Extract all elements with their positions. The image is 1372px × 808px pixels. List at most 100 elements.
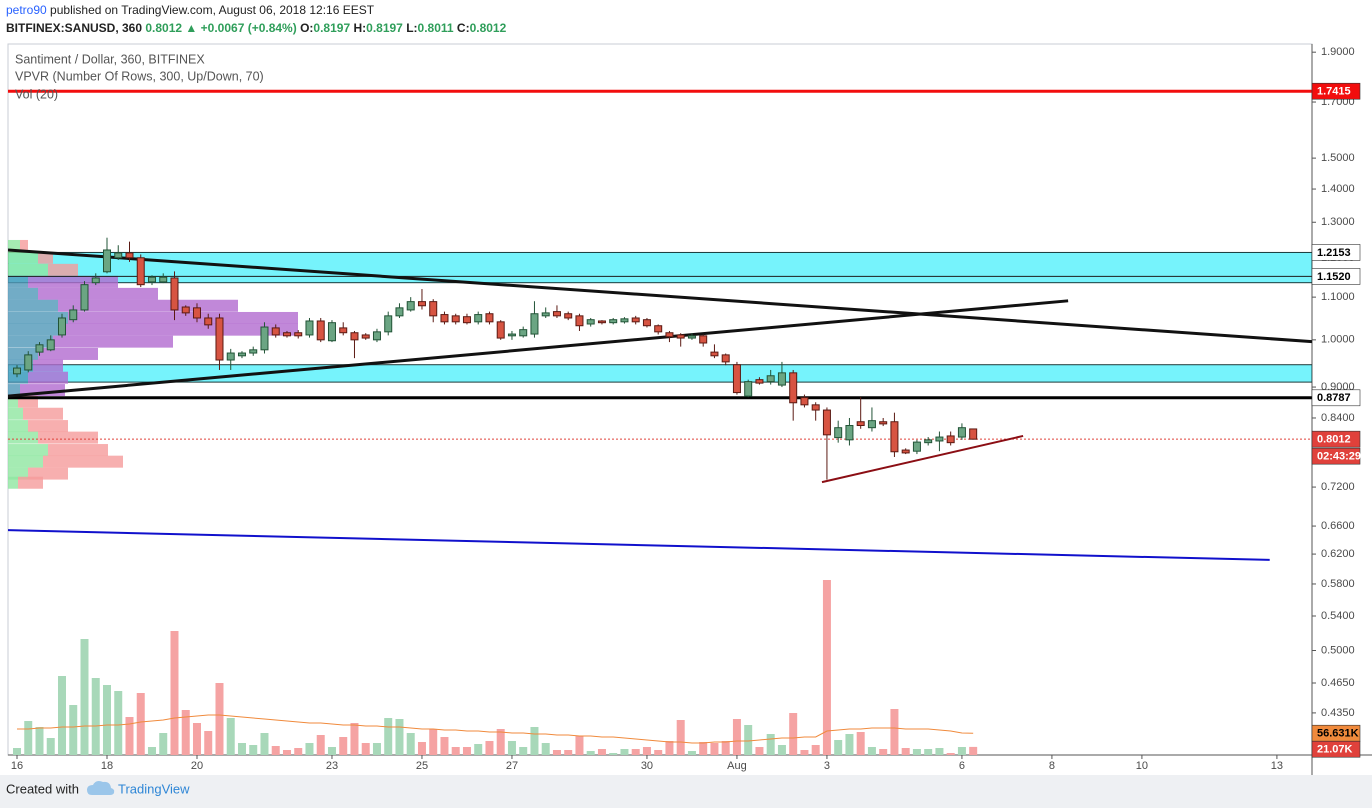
candle-body <box>159 276 168 283</box>
volume-bar <box>867 747 876 755</box>
y-tick-label: 0.4350 <box>1321 707 1355 719</box>
x-tick-label: 3 <box>824 760 830 772</box>
zone-tag-bg <box>1311 244 1361 261</box>
volume-bar <box>192 723 201 755</box>
candle-body <box>316 320 325 341</box>
symbol: BITFINEX:SANUSD, 360 <box>6 21 142 35</box>
candle-body <box>687 335 696 339</box>
candle-body <box>327 322 336 342</box>
candle-body <box>710 351 719 357</box>
candle-body <box>631 317 640 323</box>
volume-bar <box>957 747 966 755</box>
volume-bar <box>744 725 753 755</box>
volume-bar <box>732 719 741 755</box>
x-tick-label: 10 <box>1136 760 1148 772</box>
volume-bar <box>46 738 55 755</box>
level-tag: 1.7415 <box>1317 86 1351 98</box>
profile-up <box>8 420 28 433</box>
candle-body <box>609 319 618 324</box>
candle-body <box>114 252 123 259</box>
profile-down <box>68 311 298 324</box>
profile-up <box>8 371 28 384</box>
legend-symbol: Santiment / Dollar, 360, BITFINEX <box>15 52 205 66</box>
volume-bar <box>69 705 78 755</box>
level-tag: 1.1520 <box>1317 271 1351 283</box>
profile-down <box>38 347 98 360</box>
volume-bar <box>620 749 629 755</box>
candle-body <box>12 367 21 375</box>
y-tick-label: 0.5000 <box>1321 644 1355 656</box>
volume-bar <box>282 750 291 755</box>
candle-body <box>541 312 550 317</box>
x-tick-label: 23 <box>326 760 338 772</box>
candle-body <box>721 354 730 363</box>
candle-body <box>800 397 809 406</box>
candle-body <box>496 321 505 339</box>
profile-up <box>8 407 23 420</box>
profile-down <box>28 467 68 480</box>
candle-body <box>91 277 100 284</box>
candle-body <box>395 307 404 317</box>
x-tick-label: 18 <box>101 760 113 772</box>
volume-bar <box>361 743 370 755</box>
profile-up <box>8 335 53 348</box>
last-price: 0.8012 <box>145 21 182 35</box>
candle-body <box>237 352 246 357</box>
y-tick-label: 0.5800 <box>1321 578 1355 590</box>
candle-body <box>699 335 708 344</box>
candle-body <box>372 331 381 341</box>
volume-ma <box>16 714 974 744</box>
ohlc-key: H: <box>353 21 366 35</box>
candle-body <box>384 315 393 333</box>
y-tick-label: 1.5000 <box>1321 152 1355 164</box>
x-tick-label: 6 <box>959 760 965 772</box>
y-tick-label: 0.6200 <box>1321 548 1355 560</box>
brand-logo <box>87 781 115 795</box>
volume-bar <box>125 717 134 755</box>
profile-up <box>8 287 38 300</box>
candle-body <box>485 313 494 323</box>
candle-body <box>406 301 415 311</box>
profile-down <box>38 251 53 264</box>
zone <box>8 364 1312 383</box>
y-tick-label: 1.1000 <box>1321 291 1355 303</box>
volume-bar <box>946 753 955 755</box>
candle-body <box>969 428 978 440</box>
candle-body <box>46 339 55 351</box>
x-tick-label: Aug <box>727 760 747 772</box>
candle-body <box>676 334 685 339</box>
volume-bar <box>237 743 246 755</box>
profile-up <box>8 431 38 444</box>
published: published on TradingView.com, August 06,… <box>50 3 375 17</box>
footer-brand[interactable]: TradingView <box>118 781 190 796</box>
profile-down <box>58 323 298 336</box>
ma-tag: 56.631K <box>1317 728 1359 740</box>
trend-line <box>821 434 1024 484</box>
profile-down <box>43 455 123 468</box>
volume-bar <box>822 580 831 755</box>
candle-body <box>147 276 156 283</box>
candle-body <box>192 307 201 319</box>
candle-body <box>620 318 629 323</box>
candle-body <box>215 317 224 361</box>
profile-down <box>48 263 78 276</box>
trend-line <box>8 248 1312 344</box>
candle-body <box>957 427 966 438</box>
volume-bar <box>204 731 213 755</box>
volume-bar <box>699 742 708 755</box>
volume-bar <box>114 691 123 755</box>
candle-body <box>564 313 573 319</box>
candle-body <box>946 435 955 444</box>
volume-bar <box>440 737 449 755</box>
change: +0.0067 (+0.84%) <box>201 21 297 35</box>
candle-body <box>271 327 280 336</box>
candle-body <box>417 301 426 307</box>
author[interactable]: petro90 <box>6 3 47 17</box>
axes: 1.90001.70001.50001.40001.30001.20001.10… <box>11 46 1361 772</box>
countdown-tag: 02:43:29 <box>1317 451 1361 463</box>
volume-bar <box>800 750 809 755</box>
volume-bar <box>339 737 348 755</box>
volume-bar <box>372 743 381 755</box>
y-tick-label: 0.7200 <box>1321 481 1355 493</box>
